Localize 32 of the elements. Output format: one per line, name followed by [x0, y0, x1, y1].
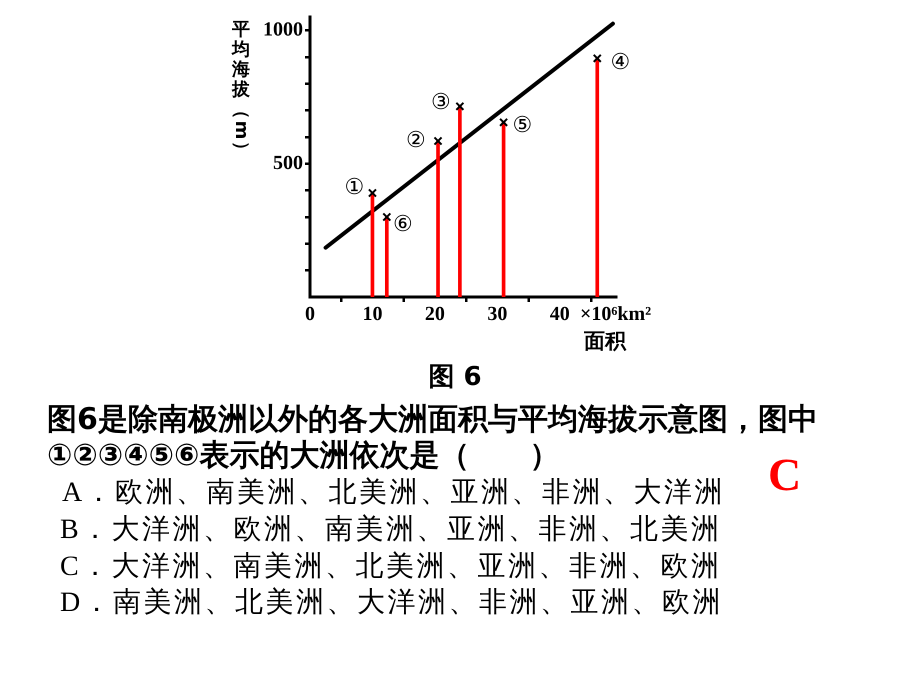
text: A．欧洲、南美洲、北美洲、亚洲、非洲、大洋洲: [62, 477, 726, 508]
annotation: ⑤: [512, 113, 533, 138]
annotation: ③: [430, 90, 451, 116]
point: [382, 212, 392, 222]
annotation: ④: [610, 50, 630, 76]
y-tick-label: 1000: [263, 18, 303, 41]
x-tick-label: 40: [550, 303, 570, 326]
point: [433, 136, 443, 146]
x-tick-label: 20: [424, 303, 445, 326]
bar: [595, 58, 600, 297]
annotation: ①: [344, 175, 364, 200]
y-axis-title: 平均海拔（m）: [230, 19, 252, 161]
text: D．南美洲、北美洲、大洋洲、非洲、亚洲、欧洲: [60, 587, 724, 618]
point: [592, 54, 602, 63]
x-tick-label: 0: [305, 303, 315, 326]
point: [368, 188, 377, 198]
bar: [436, 140, 440, 297]
bar: [458, 106, 462, 297]
bar: [384, 216, 389, 297]
bar: [502, 122, 506, 297]
annotation: ⑥: [392, 212, 413, 237]
point: [499, 118, 508, 127]
x-tick-label: 30: [487, 303, 508, 326]
caption: 图 6: [428, 362, 482, 392]
x-axis-title: ×10⁶km² 面积: [580, 303, 652, 355]
bar: [370, 192, 374, 297]
annotation: ②: [406, 128, 426, 153]
point: [455, 102, 464, 111]
y-tick-label: 500: [273, 152, 303, 174]
text: B．大洋洲、欧洲、南美洲、亚洲、非洲、北美洲: [60, 514, 722, 545]
text: C．大洋洲、南美洲、北美洲、亚洲、非洲、欧洲: [60, 551, 722, 582]
x-tick-label: 10: [362, 303, 382, 326]
